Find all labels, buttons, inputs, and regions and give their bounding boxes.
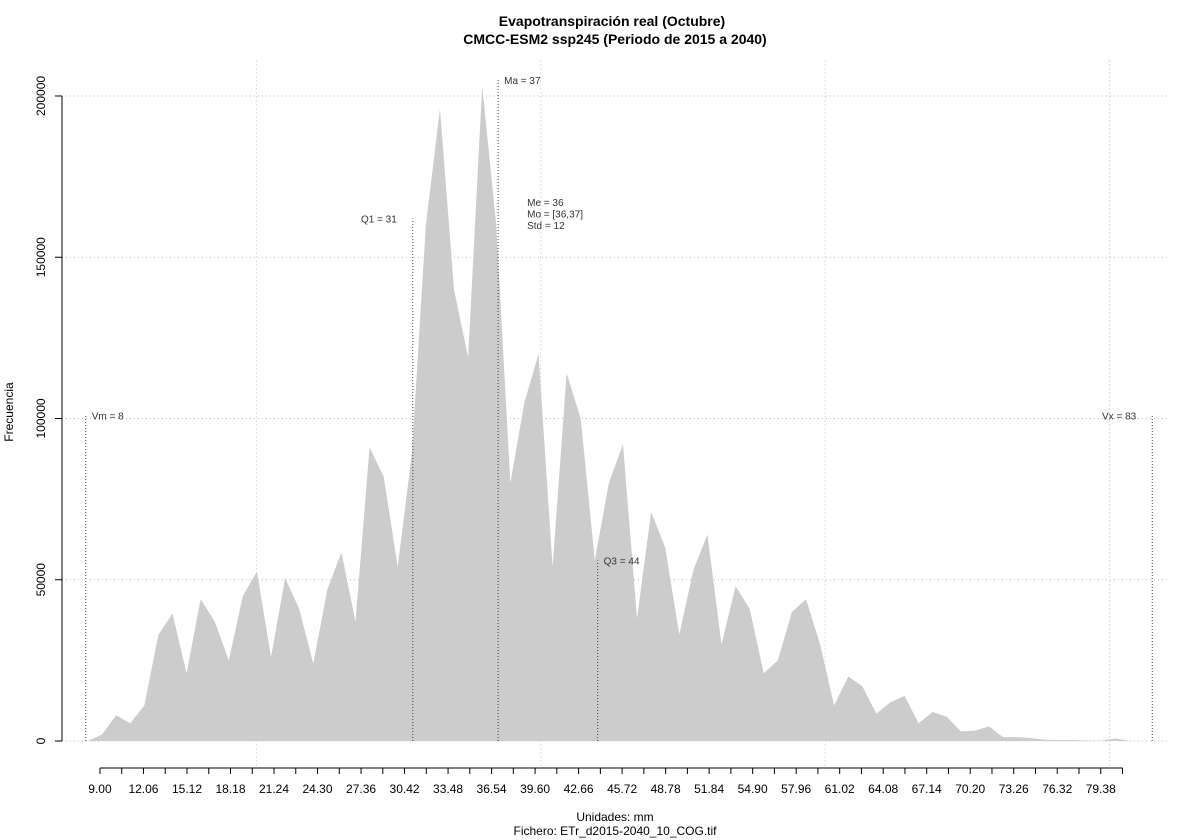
x-tick-label: 18.18 — [215, 782, 245, 796]
y-tick-label: 100000 — [34, 398, 48, 438]
x-tick-label: 33.48 — [433, 782, 463, 796]
x-tick-label: 67.14 — [912, 782, 942, 796]
stat-label: Vx = 83 — [1102, 411, 1137, 422]
x-tick-label: 45.72 — [607, 782, 637, 796]
x-tick-label: 54.90 — [738, 782, 768, 796]
chart-title: Evapotranspiración real (Octubre) — [499, 13, 725, 29]
x-tick-label: 48.78 — [651, 782, 681, 796]
x-tick-label: 79.38 — [1086, 782, 1116, 796]
x-tick-label: 57.96 — [781, 782, 811, 796]
stat-text: Mo = [36,37] — [527, 210, 583, 221]
y-tick-label: 50000 — [34, 563, 48, 597]
x-tick-label: 24.30 — [303, 782, 333, 796]
x-tick-label: 15.12 — [172, 782, 202, 796]
x-tick-label: 61.02 — [825, 782, 855, 796]
x-tick-label: 73.26 — [999, 782, 1029, 796]
x-tick-label: 42.66 — [564, 782, 594, 796]
stat-label: Ma = 37 — [504, 76, 541, 87]
y-tick-label: 0 — [34, 737, 48, 744]
y-tick-label: 150000 — [34, 237, 48, 277]
stat-label: Vm = 8 — [92, 411, 124, 422]
stat-label: Q1 = 31 — [361, 215, 397, 226]
x-tick-label: 21.24 — [259, 782, 289, 796]
stat-text: Std = 12 — [527, 221, 565, 232]
x-tick-label: 36.54 — [477, 782, 507, 796]
y-axis-label: Frecuencia — [2, 382, 16, 442]
x-tick-label: 64.08 — [868, 782, 898, 796]
y-tick-label: 200000 — [34, 76, 48, 116]
x-tick-label: 27.36 — [346, 782, 376, 796]
area — [88, 86, 1130, 741]
x-tick-label: 12.06 — [128, 782, 158, 796]
x-tick-label: 39.60 — [520, 782, 550, 796]
x-axis-label: Unidades: mm — [576, 810, 653, 824]
caption: Fichero: ETr_d2015-2040_10_COG.tif — [514, 824, 718, 838]
x-tick-label: 30.42 — [390, 782, 420, 796]
stat-text: Me = 36 — [527, 198, 564, 209]
chart-subtitle: CMCC-ESM2 ssp245 (Periodo de 2015 a 2040… — [463, 31, 766, 47]
stat-label: Q3 = 44 — [604, 556, 640, 567]
x-tick-label: 9.00 — [88, 782, 112, 796]
x-tick-label: 51.84 — [694, 782, 724, 796]
x-tick-label: 70.20 — [955, 782, 985, 796]
x-tick-label: 76.32 — [1042, 782, 1072, 796]
